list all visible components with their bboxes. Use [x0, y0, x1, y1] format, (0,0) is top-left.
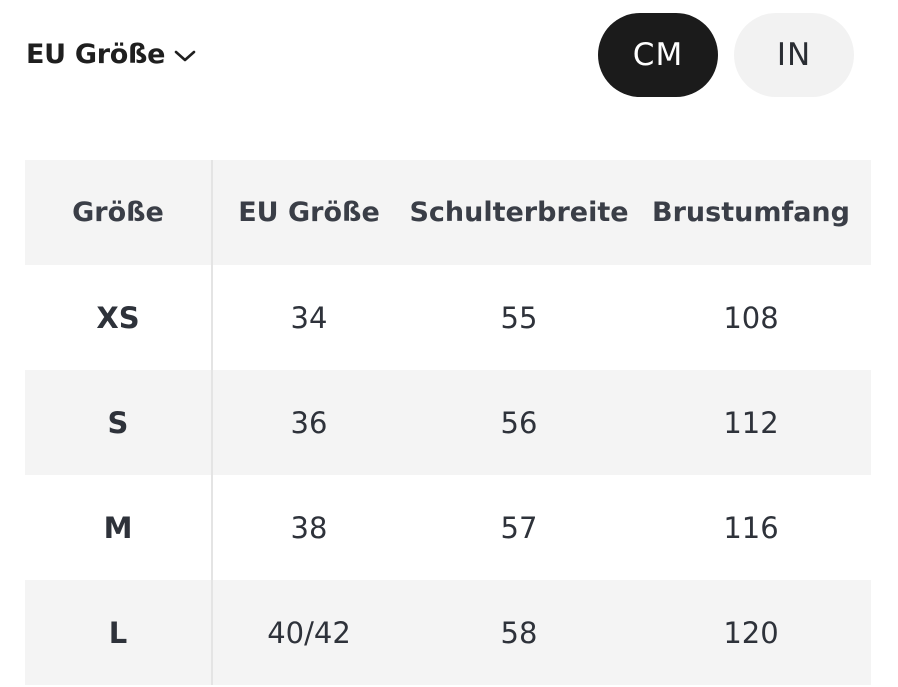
header-eu-size: EU Größe: [238, 197, 380, 228]
shoulder-width-cell: 58: [500, 615, 538, 650]
shoulder-width-cell: 56: [500, 405, 538, 440]
unit-in-button[interactable]: IN: [734, 13, 854, 97]
table-header-row: Größe EU Größe Schulterbreite Brustumfan…: [25, 160, 871, 265]
eu-size-cell: 38: [290, 510, 328, 545]
header-shoulder-width: Schulterbreite: [409, 197, 629, 228]
size-system-label: EU Größe: [26, 38, 166, 70]
size-chart-table: Größe EU Größe Schulterbreite Brustumfan…: [25, 160, 871, 685]
size-system-dropdown[interactable]: EU Größe: [26, 34, 196, 74]
eu-size-cell: 36: [290, 405, 328, 440]
size-cell: L: [25, 580, 213, 685]
eu-size-cell: 34: [290, 300, 328, 335]
shoulder-width-cell: 55: [500, 300, 538, 335]
header-size: Größe: [25, 160, 213, 265]
chest-cell: 108: [723, 300, 779, 335]
size-cell: XS: [25, 265, 213, 370]
unit-toggle: CM IN: [598, 13, 854, 97]
chest-cell: 116: [723, 510, 779, 545]
table-row: S 36 56 112: [25, 370, 871, 475]
table-row: L 40/42 58 120: [25, 580, 871, 685]
chest-cell: 120: [723, 615, 779, 650]
size-cell: M: [25, 475, 213, 580]
chest-cell: 112: [723, 405, 779, 440]
eu-size-cell: 40/42: [267, 615, 351, 650]
table-row: XS 34 55 108: [25, 265, 871, 370]
table-row: M 38 57 116: [25, 475, 871, 580]
size-cell: S: [25, 370, 213, 475]
unit-cm-button[interactable]: CM: [598, 13, 718, 97]
header-chest: Brustumfang: [652, 197, 850, 228]
chevron-down-icon: [174, 50, 196, 62]
shoulder-width-cell: 57: [500, 510, 538, 545]
